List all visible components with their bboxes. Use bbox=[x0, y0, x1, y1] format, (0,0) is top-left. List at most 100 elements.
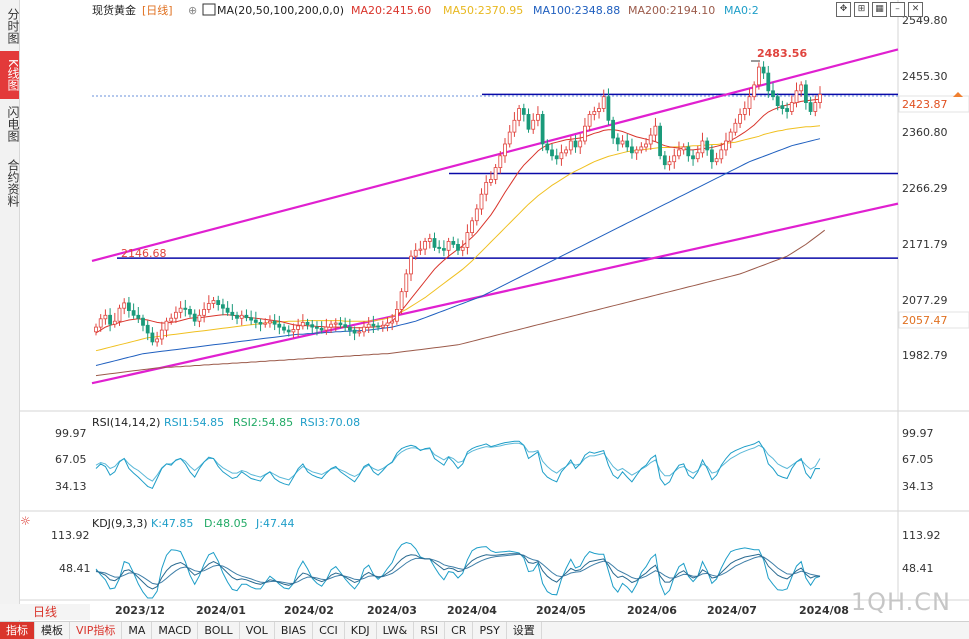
candle-body bbox=[808, 102, 813, 112]
settings-small-icon[interactable]: ⊕ bbox=[188, 4, 197, 17]
rsi-lines bbox=[95, 440, 821, 490]
chart-canvas[interactable]: 2549.80 2455.30 2360.80 2266.29 2171.79 … bbox=[0, 0, 969, 621]
price-tick-label: 1982.79 bbox=[902, 349, 948, 362]
layout-icon[interactable]: ▦ bbox=[872, 2, 887, 17]
candle-body bbox=[818, 94, 822, 104]
candle-body bbox=[127, 302, 131, 311]
candle-body bbox=[277, 323, 282, 328]
indicator-tab[interactable]: VIP指标 bbox=[70, 622, 123, 639]
candle-body bbox=[319, 327, 324, 331]
candle-body bbox=[658, 125, 662, 157]
candle-body bbox=[220, 304, 225, 309]
indicator-tab[interactable]: VOL bbox=[240, 622, 275, 639]
candle-body bbox=[526, 114, 531, 130]
candle-body bbox=[310, 324, 315, 328]
candle-body bbox=[263, 322, 268, 325]
candle-body bbox=[427, 238, 432, 242]
price-tick-label: 2455.30 bbox=[902, 70, 948, 83]
minimize-icon[interactable]: – bbox=[890, 2, 905, 17]
candle-body bbox=[648, 134, 653, 145]
fullscreen-icon[interactable]: ✥ bbox=[836, 2, 851, 17]
candle-body bbox=[399, 291, 404, 310]
kdj-tick-right: 48.41 bbox=[902, 562, 934, 575]
candle-body bbox=[343, 324, 348, 328]
candle-body bbox=[329, 323, 333, 328]
candle-body bbox=[258, 321, 263, 325]
kdj-tick-left: 113.92 bbox=[51, 529, 90, 542]
candle-body bbox=[573, 140, 578, 148]
indicator-tab[interactable]: MACD bbox=[152, 622, 199, 639]
indicator-settings-icon[interactable] bbox=[202, 3, 216, 16]
indicator-tab[interactable]: 设置 bbox=[507, 622, 542, 639]
indicator-tab[interactable]: 模板 bbox=[35, 622, 70, 639]
candle-body bbox=[681, 146, 686, 151]
tab-kline[interactable]: K线图 bbox=[0, 51, 20, 99]
kdj-d-value: D:48.05 bbox=[204, 517, 248, 530]
candle-body bbox=[437, 246, 442, 249]
kdj-j-value: J:47.44 bbox=[255, 517, 294, 530]
ma50-line bbox=[95, 125, 821, 352]
crosshair-icon[interactable]: ⊞ bbox=[854, 2, 869, 17]
indicator-tab[interactable]: PSY bbox=[473, 622, 507, 639]
candle-body bbox=[531, 119, 536, 130]
price-tick-label: 2549.80 bbox=[902, 14, 948, 27]
candle-body bbox=[155, 338, 160, 343]
ma200-value: MA200:2194.10 bbox=[628, 4, 715, 17]
rsi3-value: RSI3:70.08 bbox=[300, 416, 360, 429]
ma20-value: MA20:2415.60 bbox=[351, 4, 431, 17]
candle-body bbox=[771, 90, 775, 98]
candle-body bbox=[550, 149, 554, 157]
indicator-tab[interactable]: BIAS bbox=[275, 622, 314, 639]
candle-body bbox=[183, 307, 188, 310]
indicator-tab[interactable]: LW& bbox=[377, 622, 415, 639]
candle-body bbox=[423, 240, 428, 250]
indicator-tab[interactable]: CR bbox=[445, 622, 474, 639]
sun-icon[interactable]: ☼ bbox=[20, 514, 31, 528]
candle-body bbox=[394, 308, 399, 322]
candle-body bbox=[724, 140, 728, 151]
candle-body bbox=[333, 322, 338, 325]
chart-header: 现货黄金 [日线] ⊕ MA(20,50,100,200,0,0) MA20:2… bbox=[92, 3, 759, 17]
ma0-value: MA0:2 bbox=[724, 4, 759, 17]
candle-body bbox=[314, 326, 319, 329]
indicator-tab[interactable]: 指标 bbox=[0, 622, 35, 639]
candle-body bbox=[456, 243, 460, 251]
candle-body bbox=[653, 125, 658, 136]
tab-contract-info[interactable]: 合约资料 bbox=[6, 159, 20, 207]
candle-body bbox=[362, 326, 366, 333]
close-icon[interactable]: ✕ bbox=[908, 2, 923, 17]
candle-body bbox=[503, 143, 507, 157]
candle-body bbox=[380, 324, 385, 328]
candle-body bbox=[188, 308, 192, 315]
indicator-tab[interactable]: MA bbox=[122, 622, 153, 639]
tab-flash-chart[interactable]: 闪电图 bbox=[6, 106, 20, 142]
candle-body bbox=[409, 255, 413, 275]
rsi-axis: 99.97 67.05 34.13 99.97 67.05 34.13 bbox=[55, 427, 934, 493]
candle-body bbox=[211, 300, 216, 304]
candle-body bbox=[470, 220, 475, 234]
indicator-tab[interactable]: KDJ bbox=[345, 622, 377, 639]
candle-body bbox=[794, 90, 799, 104]
kdj-axis: 113.92 48.41 113.92 48.41 bbox=[51, 529, 941, 575]
rsi-tick-left: 67.05 bbox=[55, 453, 87, 466]
candle-body bbox=[192, 313, 197, 322]
candle-body bbox=[206, 303, 211, 310]
tab-time-sharing[interactable]: 分时图 bbox=[6, 8, 20, 44]
candle-body bbox=[112, 320, 117, 325]
candle-body bbox=[578, 140, 583, 148]
candle-body bbox=[249, 317, 254, 321]
period-button[interactable]: 日线 bbox=[0, 604, 90, 620]
candle-body bbox=[225, 307, 230, 313]
indicator-tab[interactable]: RSI bbox=[414, 622, 446, 639]
indicator-tab[interactable]: CCI bbox=[313, 622, 345, 639]
candle-body bbox=[150, 332, 155, 343]
price-alert-icon[interactable] bbox=[953, 92, 963, 97]
rsi-tick-left: 99.97 bbox=[55, 427, 87, 440]
indicator-tab[interactable]: BOLL bbox=[198, 622, 240, 639]
candle-body bbox=[583, 125, 587, 142]
candle-body bbox=[173, 311, 178, 319]
candle-body bbox=[630, 146, 634, 154]
candle-body bbox=[446, 240, 451, 251]
candle-body bbox=[634, 149, 639, 154]
candle-body bbox=[615, 137, 620, 145]
